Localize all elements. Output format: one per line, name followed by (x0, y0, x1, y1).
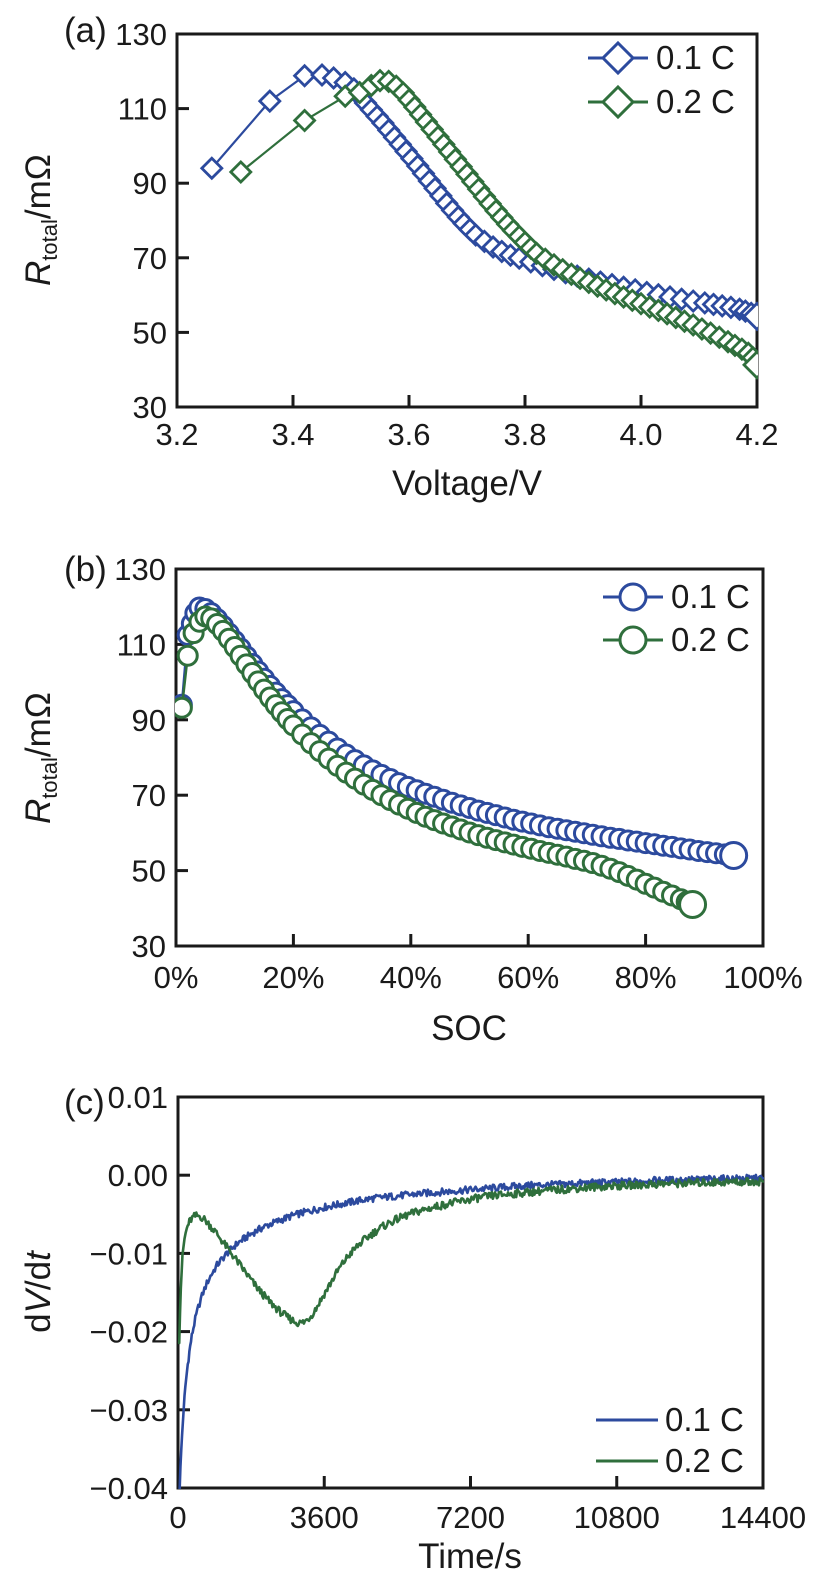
series-line (177, 1176, 764, 1345)
series-line (178, 1173, 764, 1489)
circle-marker (719, 841, 749, 871)
legend-label: 0.2 C (671, 621, 750, 658)
legend-label: 0.1 C (665, 1401, 744, 1438)
y-tick-label: 70 (133, 241, 167, 276)
y-tick-label: 30 (133, 390, 167, 425)
x-tick-label: 3.4 (271, 417, 314, 452)
diamond-marker (292, 108, 317, 133)
legend-diamond-marker (600, 84, 636, 120)
y-tick-label: 130 (114, 552, 166, 587)
x-tick-label: 20% (262, 960, 324, 995)
y-tick-label: 90 (133, 166, 167, 201)
panel-c: 0 3600 7200 10800 14400 0.01 0.00 −0.01 −0.02 −0.… (19, 1080, 806, 1576)
x-tick-label: 100% (723, 960, 802, 995)
legend-label: 0.1 C (656, 39, 735, 76)
legend-diamond-marker (600, 40, 636, 76)
x-tick-label: 0% (154, 960, 199, 995)
y-tick-label: 0.00 (108, 1158, 168, 1193)
diamond-marker (742, 349, 758, 380)
y-tick-label: 50 (133, 315, 167, 350)
legend-label: 0.2 C (656, 83, 735, 120)
x-tick-label: 7200 (436, 1500, 505, 1535)
x-tick-label: 3.2 (155, 417, 198, 452)
diamond-marker (257, 89, 282, 114)
y-tick-label: 0.01 (108, 1080, 168, 1115)
panel-a: 3.2 3.4 3.6 3.8 4.0 4.2 30 50 70 90 110 130(a) Volta… (19, 11, 779, 503)
y-axis-title: dV/dt (19, 1250, 58, 1333)
x-tick-label: 4.0 (619, 417, 662, 452)
x-axis-title: SOC (431, 1009, 507, 1048)
legend-label: 0.1 C (671, 578, 750, 615)
y-tick-label: 90 (132, 703, 166, 738)
series-0.2C (177, 1176, 764, 1345)
x-tick-label: 0 (169, 1500, 186, 1535)
diamond-marker (292, 63, 317, 88)
y-tick-label: −0.03 (90, 1393, 168, 1428)
legend-circle-marker (618, 625, 648, 655)
legend-circle-marker (618, 582, 648, 612)
panel-b: 0% 20% 40% 60% 80% 100% 30 50 70 90 110 130(b) SOC Rt… (19, 550, 803, 1048)
y-tick-label: 30 (132, 929, 166, 964)
x-axis-title: Time/s (418, 1537, 522, 1576)
y-tick-label: −0.01 (90, 1236, 168, 1271)
x-tick-label: 40% (380, 960, 442, 995)
circle-marker (176, 644, 199, 667)
series-0.1C (178, 1173, 764, 1489)
panel-label: (a) (64, 11, 107, 50)
x-tick-label: 4.2 (735, 417, 778, 452)
circle-marker (678, 890, 708, 920)
axes-box (174, 567, 765, 948)
axes-box (175, 32, 759, 409)
legend: 0.1 C 0.2 C (588, 39, 735, 120)
panel-label: (c) (64, 1083, 105, 1122)
y-axis-title: Rtotal/mΩ (19, 154, 62, 286)
y-tick-label: 130 (115, 17, 167, 52)
y-tick-label: 110 (118, 92, 167, 127)
y-axis-title: Rtotal/mΩ (19, 692, 62, 824)
x-axis-title: Voltage/V (392, 464, 542, 503)
legend: 0.1 C 0.2 C (603, 578, 750, 658)
x-tick-label: 3.6 (387, 417, 430, 452)
diamond-marker (228, 160, 253, 184)
series-0.2C (175, 605, 708, 920)
diamond-marker (199, 156, 224, 181)
y-tick-label: −0.02 (90, 1315, 168, 1350)
y-tick-label: 70 (132, 778, 166, 813)
x-tick-label: 14400 (720, 1500, 806, 1535)
x-tick-label: 10800 (574, 1500, 660, 1535)
x-tick-label: 60% (497, 960, 559, 995)
legend-label: 0.2 C (665, 1442, 744, 1479)
diamond-marker (742, 301, 758, 332)
panel-label: (b) (64, 550, 107, 589)
legend: 0.1 C 0.2 C (596, 1401, 744, 1479)
y-tick-label: 50 (132, 854, 166, 889)
circle-marker (175, 696, 193, 719)
x-tick-label: 80% (615, 960, 677, 995)
y-tick-label: 110 (117, 627, 166, 662)
x-tick-label: 3.8 (503, 417, 546, 452)
x-tick-label: 3600 (290, 1500, 359, 1535)
y-tick-label: −0.04 (90, 1471, 168, 1506)
series-0.2C (228, 68, 758, 380)
